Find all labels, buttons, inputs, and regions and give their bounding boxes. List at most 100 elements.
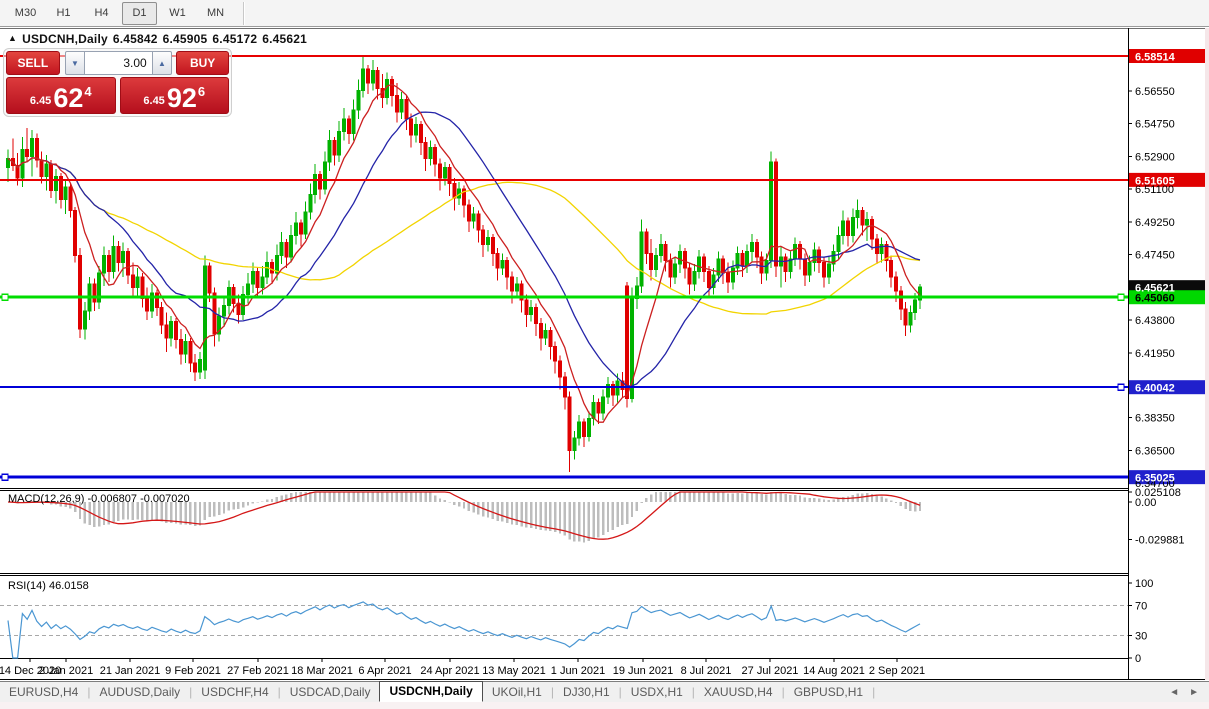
buy-price-small: 6.45 xyxy=(143,95,165,107)
time-axis[interactable] xyxy=(29,659,898,662)
chart-area[interactable]: MACD(12,26,9) -0.006807 -0.007020 RSI(14)… xyxy=(0,28,1209,680)
buy-button[interactable]: BUY xyxy=(176,51,229,75)
date-label: 1 Jun 2021 xyxy=(551,665,605,677)
tab-separator: | xyxy=(277,685,281,699)
price-badge-text: 6.45060 xyxy=(1135,293,1175,305)
date-label: 8 Jul 2021 xyxy=(681,665,732,677)
price-badge-6.51605 xyxy=(1129,172,1206,187)
volume-input[interactable]: 3.00 xyxy=(85,51,152,75)
chart-tab-ukoil[interactable]: UKOil,H1 xyxy=(491,685,542,699)
buy-price-big: 92 xyxy=(166,83,197,113)
timeframe-toolbar: M30 H1 H4 D1 W1 MN xyxy=(0,0,1209,27)
sell-price-sup: 4 xyxy=(84,84,92,99)
price-axis-label: 6.36500 xyxy=(1135,446,1175,458)
price-axis-label: 6.51100 xyxy=(1135,184,1174,196)
chart-tab-usdcad[interactable]: USDCAD,Daily xyxy=(289,685,371,699)
date-label: 2 Sep 2021 xyxy=(869,665,925,677)
tab-separator: | xyxy=(550,685,554,699)
price-axis-label: 6.34700 xyxy=(1135,478,1175,490)
macd-label: MACD(12,26,9) -0.006807 -0.007020 xyxy=(8,493,190,505)
price-badge-6.58514 xyxy=(1129,49,1206,63)
volume-decrease-icon[interactable]: ▼ xyxy=(64,51,86,75)
collapse-triangle-icon[interactable]: ▲ xyxy=(8,33,18,43)
price-axis-label: 6.49250 xyxy=(1135,217,1175,229)
chart-tab-xauusd[interactable]: XAUUSD,H4 xyxy=(703,685,773,699)
rsi-axis-label: 70 xyxy=(1135,601,1147,613)
price-axis-label: 6.52900 xyxy=(1135,152,1175,164)
chart-title: ▲ USDCNH,Daily 6.45842 6.45905 6.45172 6… xyxy=(8,32,307,46)
date-label: 24 Apr 2021 xyxy=(420,665,479,677)
volume-increase-icon[interactable]: ▲ xyxy=(151,51,173,75)
price-axis-label: 6.38350 xyxy=(1135,413,1175,425)
price-badge-text: 6.45621 xyxy=(1135,283,1175,295)
horizontal-level-lines[interactable] xyxy=(0,55,1128,481)
chart-tab-usdcnh[interactable]: USDCNH,Daily xyxy=(379,680,483,702)
chart-region: MACD(12,26,9) -0.006807 -0.007020 RSI(14)… xyxy=(0,28,1209,680)
tab-separator: | xyxy=(618,685,622,699)
macd-signal-line xyxy=(7,491,921,540)
buy-price-box[interactable]: 6.45 92 6 xyxy=(119,77,229,114)
date-label: 6 Apr 2021 xyxy=(358,665,411,677)
chart-symbol-label: USDCNH,Daily xyxy=(22,32,108,46)
price-axis-label: 6.47450 xyxy=(1135,249,1175,261)
quote-low: 6.45172 xyxy=(212,32,258,46)
date-label: 14 Aug 2021 xyxy=(803,665,865,677)
tabs-scroll-right-icon[interactable]: ► xyxy=(1189,686,1199,698)
macd-axis-label: 0.00 xyxy=(1135,497,1156,509)
rsi-axis-label: 30 xyxy=(1135,631,1147,643)
timeframe-button-h4[interactable]: H4 xyxy=(94,7,109,19)
price-axis-label: 6.43800 xyxy=(1135,315,1175,327)
timeframe-button-w1[interactable]: W1 xyxy=(169,7,186,19)
sell-button[interactable]: SELL xyxy=(6,51,60,75)
tabs-scroll-left-icon[interactable]: ◄ xyxy=(1169,686,1180,698)
toolbar-separator xyxy=(243,1,245,25)
price-axis-label: 6.41950 xyxy=(1135,348,1175,360)
price-axis-label: 6.56550 xyxy=(1135,86,1175,98)
sell-price-small: 6.45 xyxy=(29,95,52,107)
macd-axis-label: -0.029881 xyxy=(1135,534,1185,546)
chart-tab-usdx[interactable]: USDX,H1 xyxy=(630,685,683,699)
status-strip xyxy=(0,702,1209,709)
chart-tab-eurusd[interactable]: EURUSD,H4 xyxy=(9,685,79,699)
sell-price-big: 62 xyxy=(53,83,84,113)
chart-tab-audusd[interactable]: AUDUSD,Daily xyxy=(99,685,181,699)
price-axis[interactable] xyxy=(1128,49,1206,659)
price-badge-text: 6.35025 xyxy=(1135,473,1175,485)
price-badge-6.40042 xyxy=(1129,380,1206,395)
sell-price-box[interactable]: 6.45 62 4 xyxy=(6,77,116,114)
price-badge-text: 6.58514 xyxy=(1135,52,1176,64)
chart-tabbar: EURUSD,H4 | AUDUSD,Daily | USDCHF,H4 | USDCAD,… xyxy=(0,680,1209,702)
timeframe-button-h1[interactable]: H1 xyxy=(56,7,71,19)
date-label: 18 Mar 2021 xyxy=(291,665,353,677)
rsi-label: RSI(14) 46.0158 xyxy=(8,580,89,592)
tab-separator: | xyxy=(87,685,91,699)
date-label: 14 Dec 2020 xyxy=(0,665,61,677)
price-badge-text: 6.40042 xyxy=(1135,383,1175,395)
rsi-axis-label: 100 xyxy=(1135,578,1153,590)
quote-open: 6.45842 xyxy=(112,32,158,46)
buy-price-sup: 6 xyxy=(197,84,206,99)
one-click-trade-widget: SELL ▼ 3.00 ▲ BUY 6.45 62 4 6.45 92 6 xyxy=(3,48,232,117)
date-label: 13 May 2021 xyxy=(482,665,546,677)
macd-axis-label: 0.025108 xyxy=(1135,487,1181,499)
pane-frames xyxy=(0,28,1209,680)
price-badge-text: 6.51605 xyxy=(1135,175,1175,187)
chart-tab-gbpusd[interactable]: GBPUSD,H1 xyxy=(793,685,864,699)
timeframe-button-mn[interactable]: MN xyxy=(206,7,225,19)
chart-tab-dj30[interactable]: DJ30,H1 xyxy=(562,685,610,699)
quote-close: 6.45621 xyxy=(262,32,307,46)
timeframe-button-d1[interactable]: D1 xyxy=(122,1,157,25)
tab-separator: | xyxy=(691,685,695,699)
chart-tab-usdchf[interactable]: USDCHF,H4 xyxy=(201,685,269,699)
tab-separator: | xyxy=(189,685,193,699)
date-label: 21 Jan 2021 xyxy=(100,665,161,677)
macd-histogram xyxy=(11,492,922,543)
date-label: 27 Feb 2021 xyxy=(227,665,289,677)
date-label: 19 Jun 2021 xyxy=(613,665,674,677)
rsi-axis-label: 0 xyxy=(1135,653,1141,665)
timeframe-button-m30[interactable]: M30 xyxy=(14,7,37,19)
price-badge-6.35025 xyxy=(1129,470,1206,485)
tab-separator: | xyxy=(781,685,785,699)
ma-mid-line xyxy=(7,111,921,387)
